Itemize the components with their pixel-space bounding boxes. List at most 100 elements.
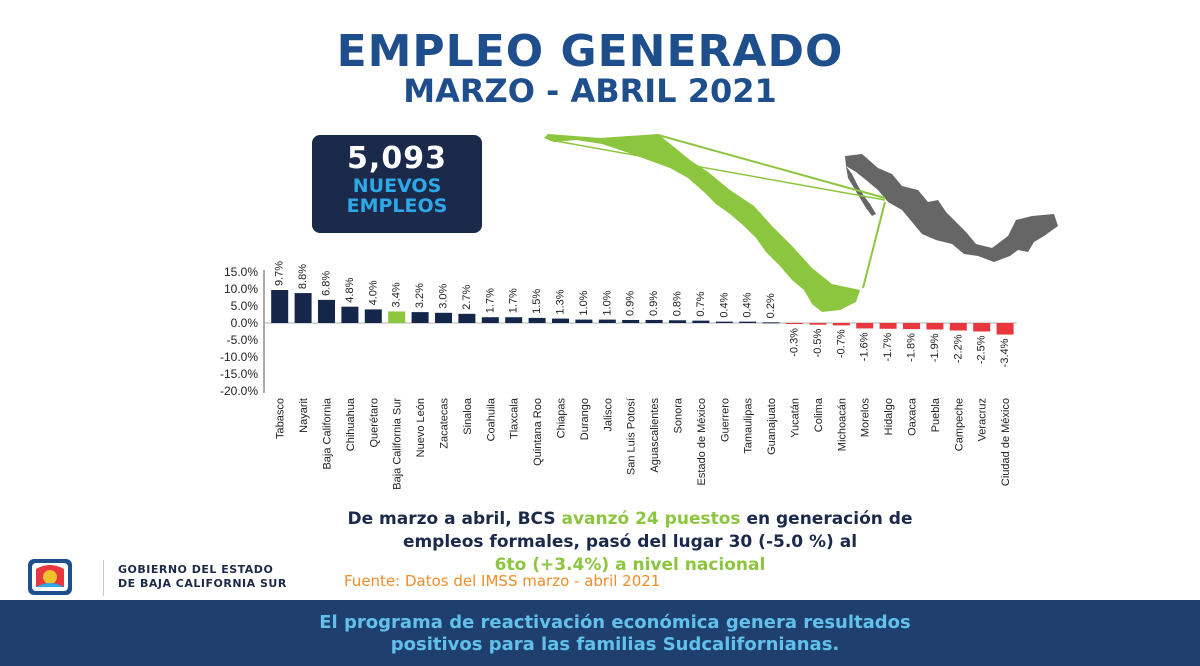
bar-16 <box>645 319 663 323</box>
bar-20 <box>739 321 757 323</box>
data-label-9: 1.7% <box>484 288 496 313</box>
category-label-31: Ciudad de México <box>1000 398 1012 486</box>
banner-text: El programa de reactivación económica ge… <box>0 612 1200 656</box>
category-label-2: Baja California <box>322 397 334 469</box>
bar-2 <box>318 299 335 323</box>
data-label-31: -3.4% <box>999 338 1011 367</box>
kpi-label-line1: NUEVOS <box>352 175 442 197</box>
government-divider <box>103 560 104 596</box>
y-tick-label: -15.0% <box>220 367 258 381</box>
data-label-21: 0.2% <box>765 293 777 318</box>
bar-1 <box>294 293 312 323</box>
source-note: Fuente: Datos del IMSS marzo - abril 202… <box>344 572 661 590</box>
y-tick-label: -10.0% <box>220 350 258 364</box>
data-label-10: 1.7% <box>508 288 520 313</box>
bcs-map-shape <box>544 134 860 312</box>
bar-3 <box>341 306 359 323</box>
bar-10 <box>505 317 523 323</box>
category-label-13: Durango <box>579 398 591 440</box>
banner-line1: El programa de reactivación económica ge… <box>319 612 911 633</box>
category-label-5: Baja California Sur <box>392 398 404 490</box>
category-label-29: Campeche <box>953 398 965 451</box>
mexico-mainland-shape <box>845 154 1058 262</box>
zoom-line-mid <box>549 139 886 201</box>
data-label-27: -1.8% <box>906 333 918 362</box>
data-label-8: 2.7% <box>461 285 473 310</box>
category-label-17: Sonora <box>673 397 685 433</box>
category-label-21: Guanajuato <box>766 398 778 455</box>
bar-15 <box>622 319 640 323</box>
kpi-label-line2: EMPLEOS <box>346 195 448 217</box>
category-label-0: Tabasco <box>275 398 287 439</box>
data-label-19: 0.4% <box>718 292 730 317</box>
bar-12 <box>552 318 569 323</box>
bar-26 <box>879 323 897 329</box>
banner-line2: positivos para las familias Sudcaliforni… <box>390 634 840 655</box>
data-label-17: 0.8% <box>672 291 684 316</box>
bar-5 <box>388 311 406 323</box>
page-title: EMPLEO GENERADO <box>336 26 844 77</box>
bar-24 <box>832 323 850 326</box>
data-label-18: 0.7% <box>695 291 707 316</box>
category-label-25: Morelos <box>860 398 872 438</box>
government-name: GOBIERNO DEL ESTADO DE BAJA CALIFORNIA S… <box>118 563 287 591</box>
government-line1: GOBIERNO DEL ESTADO <box>118 563 274 576</box>
page-subtitle: MARZO - ABRIL 2021 <box>403 72 777 110</box>
data-label-4: 4.0% <box>367 280 379 305</box>
data-label-11: 1.5% <box>531 289 543 314</box>
bar-13 <box>575 319 593 323</box>
data-label-26: -1.7% <box>882 333 894 362</box>
category-label-10: Tlaxcala <box>509 397 521 439</box>
data-label-1: 8.8% <box>297 264 309 289</box>
category-label-6: Nuevo León <box>415 398 427 457</box>
category-label-11: Quintana Roo <box>532 398 544 466</box>
category-label-26: Hidalgo <box>883 398 895 435</box>
data-label-22: -0.3% <box>789 328 801 357</box>
kpi-value: 5,093 <box>347 141 447 176</box>
data-label-14: 1.0% <box>601 290 613 315</box>
category-label-24: Michoacán <box>836 398 848 451</box>
bar-31 <box>996 323 1014 335</box>
y-tick-label: -5.0% <box>227 333 259 347</box>
summary-highlight2: 6to (+3.4%) a nivel nacional <box>494 555 766 575</box>
data-label-25: -1.6% <box>859 332 871 361</box>
summary-text: De marzo a abril, BCS avanzó 24 puestos … <box>0 508 1200 577</box>
category-label-19: Guerrero <box>719 398 731 442</box>
y-tick-label: 5.0% <box>231 299 259 313</box>
data-label-6: 3.2% <box>414 283 426 308</box>
summary-highlight1: avanzó 24 puestos <box>561 509 741 529</box>
data-label-30: -2.5% <box>976 335 988 364</box>
bar-23 <box>809 323 827 325</box>
data-label-28: -1.9% <box>929 333 941 362</box>
bar-4 <box>364 309 382 323</box>
y-tick-label: -20.0% <box>220 384 258 398</box>
bar-27 <box>903 323 920 330</box>
category-label-22: Yucatán <box>790 398 802 438</box>
category-label-23: Colima <box>813 397 825 432</box>
data-label-20: 0.4% <box>742 292 754 317</box>
bar-11 <box>528 317 546 323</box>
bar-21 <box>762 322 780 324</box>
category-label-8: Sinaloa <box>462 397 474 435</box>
category-label-3: Chihuahua <box>345 397 357 451</box>
bar-30 <box>973 323 991 332</box>
summary-part1: De marzo a abril, BCS <box>347 509 562 529</box>
data-label-12: 1.3% <box>555 289 567 314</box>
kpi-card: 5,093 NUEVOS EMPLEOS <box>312 135 482 233</box>
bar-17 <box>669 320 686 323</box>
bar-8 <box>458 313 476 323</box>
summary-part2: en generación de <box>740 509 913 529</box>
bar-28 <box>926 323 944 330</box>
category-label-7: Zacatecas <box>439 398 451 449</box>
category-label-28: Puebla <box>930 397 942 432</box>
bar-14 <box>598 319 616 323</box>
category-label-16: Aguascalientes <box>649 398 661 473</box>
y-tick-label: 15.0% <box>224 265 258 279</box>
data-label-3: 4.8% <box>344 277 356 302</box>
bar-22 <box>786 323 803 325</box>
data-label-15: 0.9% <box>625 291 637 316</box>
data-label-29: -2.2% <box>952 334 964 363</box>
bottom-banner <box>0 600 1200 666</box>
category-label-4: Querétaro <box>368 398 380 448</box>
bar-6 <box>411 312 429 323</box>
